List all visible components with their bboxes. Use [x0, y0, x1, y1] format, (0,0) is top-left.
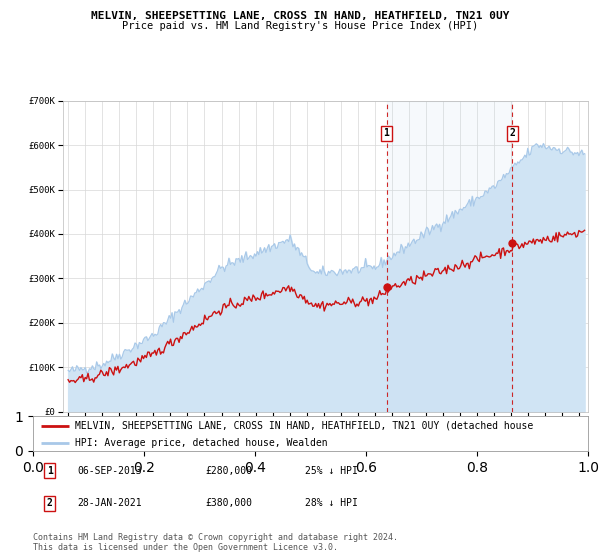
Text: 28-JAN-2021: 28-JAN-2021: [77, 498, 142, 508]
Text: Price paid vs. HM Land Registry's House Price Index (HPI): Price paid vs. HM Land Registry's House …: [122, 21, 478, 31]
Text: 2: 2: [47, 498, 53, 508]
Text: 28% ↓ HPI: 28% ↓ HPI: [305, 498, 358, 508]
Text: This data is licensed under the Open Government Licence v3.0.: This data is licensed under the Open Gov…: [33, 543, 338, 552]
Text: HPI: Average price, detached house, Wealden: HPI: Average price, detached house, Weal…: [74, 438, 327, 448]
Bar: [386, 101, 512, 412]
Text: 2: 2: [509, 128, 515, 138]
Text: MELVIN, SHEEPSETTING LANE, CROSS IN HAND, HEATHFIELD, TN21 0UY: MELVIN, SHEEPSETTING LANE, CROSS IN HAND…: [91, 11, 509, 21]
Text: 25% ↓ HPI: 25% ↓ HPI: [305, 466, 358, 476]
Text: £380,000: £380,000: [205, 498, 252, 508]
Text: Contains HM Land Registry data © Crown copyright and database right 2024.: Contains HM Land Registry data © Crown c…: [33, 533, 398, 542]
Text: 1: 1: [383, 128, 389, 138]
Text: 1: 1: [47, 466, 53, 476]
Text: MELVIN, SHEEPSETTING LANE, CROSS IN HAND, HEATHFIELD, TN21 0UY (detached house: MELVIN, SHEEPSETTING LANE, CROSS IN HAND…: [74, 421, 533, 431]
Text: 06-SEP-2013: 06-SEP-2013: [77, 466, 142, 476]
Text: £280,000: £280,000: [205, 466, 252, 476]
